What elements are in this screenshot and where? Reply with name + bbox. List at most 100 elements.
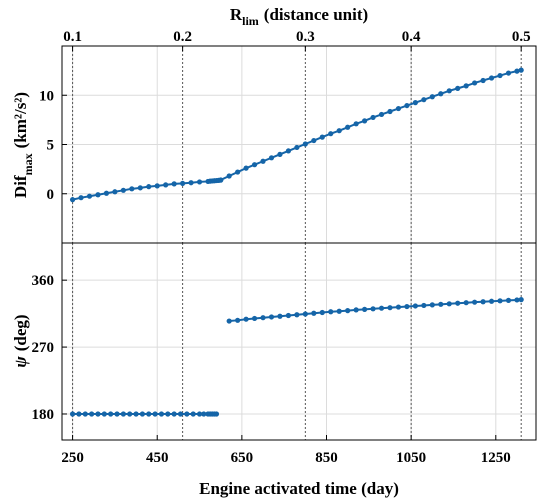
top-series-0-point [129,186,135,192]
top-series-1-point [226,173,232,179]
bottom-series-0-point [89,411,95,417]
top-ytick-label-1: 5 [47,138,55,154]
top-series-1-point [285,148,292,154]
bottom-series-0-point [108,411,114,417]
bottom-series-1-point [277,313,283,319]
top-series-0-point [163,182,169,188]
bottom-series-1-point [446,301,452,307]
bottom-series-1-point [311,310,317,316]
bottom-series-0-point [196,411,203,417]
bottom-series-1-point [387,305,393,311]
x-tick-label-0: 250 [61,450,84,466]
bottom-series-0-point [201,411,207,417]
x-tick-label-1: 450 [146,450,169,466]
bottom-series-1-point [421,302,427,309]
top-axis-r-ticks: 0.1 0.2 0.3 0.4 0.5 [63,29,531,51]
top-series-1-point [260,158,266,164]
bottom-series-1-point [345,308,351,314]
top-series-1-point [421,97,427,103]
bottom-series-0-point [190,411,196,417]
bottom-ytick-label-0: 180 [32,407,55,423]
top-series-0-point [95,192,101,198]
bottom-series-1-point [497,298,503,304]
top-series-0-point [137,185,143,191]
top-panel: 0 5 10 0.1 0.2 0.3 0.4 0.5 Rlim (distance unit)… [11,5,537,244]
top-series-0-point [103,190,110,196]
top-series-1-point [336,128,342,134]
bottom-series-1-point [472,299,478,305]
bottom-y-ticks: 180 270 360 [32,273,67,423]
bottom-series-1-point [505,297,512,303]
top-series-1-point [446,88,452,94]
bottom-series-1-point [285,312,292,319]
bottom-series-0-point [69,411,76,417]
top-series-0-point [196,179,203,185]
top-series-0-point [180,180,186,187]
top-axis-tick-label-1: 0.2 [173,29,192,45]
top-series-1-point [378,111,385,118]
top-series-1-point [294,144,300,151]
top-series-1-point [472,80,478,86]
top-series-0-point [69,197,76,203]
top-series-1-point [235,169,241,175]
bottom-series-1-point [378,305,385,311]
bottom-series-1-point [429,302,435,308]
bottom-series-1-point [328,309,334,315]
top-series-1-point [404,102,410,109]
bottom-series-1-point [370,306,376,312]
top-series-0-point [78,195,84,201]
x-tick-label-3: 850 [315,450,338,466]
bottom-ytick-label-1: 270 [32,340,55,356]
bottom-series-1-point [404,303,410,310]
bottom-series-0-point [146,411,152,417]
bottom-series-0-point [171,411,177,417]
top-y-ticks: 0 5 10 [39,88,67,203]
bottom-series-1-point [438,301,444,307]
bottom-series-1-point [302,311,308,317]
bottom-series-1-point [361,306,368,312]
bottom-series-0-point [133,411,139,417]
top-series-1-point [438,91,444,97]
top-series-1-point [514,68,520,74]
bottom-series-0-point [114,411,120,417]
top-series-1-point [370,114,376,121]
bottom-series-1-point [294,312,300,318]
top-grid [62,46,536,243]
x-axis-label: Engine activated time (day) [199,479,399,498]
bottom-series-1-point [480,299,486,305]
top-ytick-label-0: 0 [47,187,55,203]
top-ytick-label-2: 10 [39,88,54,104]
bottom-x-ticks: 250 450 650 850 1050 1250 [61,435,511,466]
top-series-1-point [497,72,503,79]
bottom-series-1-point [518,297,524,303]
top-series-1-point [243,165,249,171]
top-series-1-point [480,77,486,84]
top-series-0-point [120,187,126,193]
bottom-series-1-point [243,316,249,322]
top-series-1-point [387,108,393,115]
top-series-1-point [302,141,308,147]
top-series-1-point [361,118,368,124]
bottom-series-0-point [76,411,82,417]
top-series-0-point [112,189,118,195]
bottom-series-0-point [213,411,220,417]
top-series-0-point [171,181,177,187]
top-axis-tick-label-4: 0.5 [512,29,531,45]
bottom-series-1-point [235,317,241,323]
bottom-series-0-point [165,411,171,417]
top-series-1-point [395,105,402,112]
top-series-1-point [311,137,317,144]
bottom-series-0-point [95,411,101,417]
bottom-series-1-point [463,300,469,306]
top-series-1-point [518,67,524,73]
bottom-series-1-point [395,304,402,310]
bottom-series-0-point [158,411,165,417]
top-axis-tick-label-3: 0.4 [402,29,421,45]
bottom-plot-area [62,243,536,440]
bottom-series-1-point [251,315,258,322]
top-series-1-point [488,75,495,81]
bottom-y-axis-label: ψ(deg) [11,314,30,367]
x-tick-label-2: 650 [231,450,254,466]
top-series [69,67,524,203]
